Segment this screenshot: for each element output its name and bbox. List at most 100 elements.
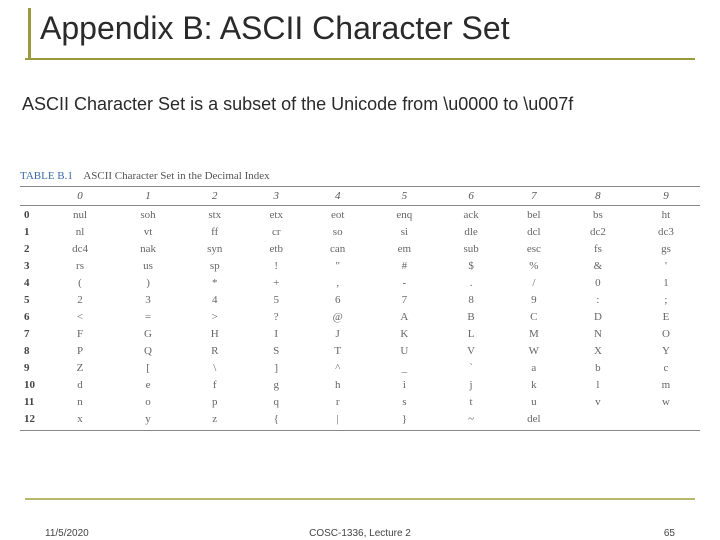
table-cell: 6 <box>305 291 370 308</box>
table-cell: . <box>438 274 503 291</box>
table-cell: us <box>114 257 182 274</box>
table-cell: sp <box>182 257 247 274</box>
table-cell: * <box>182 274 247 291</box>
title-accent-bar <box>28 8 31 58</box>
table-cell: rs <box>46 257 114 274</box>
table-cell: { <box>247 410 305 430</box>
table-cell: nl <box>46 223 114 240</box>
table-row: 3rsussp!"#$%&' <box>20 257 700 274</box>
table-cell: M <box>504 325 564 342</box>
table-row: 1nlvtffcrsosidledcldc2dc3 <box>20 223 700 240</box>
table-cell: > <box>182 308 247 325</box>
table-cell: $ <box>438 257 503 274</box>
row-index: 8 <box>20 342 46 359</box>
row-index: 6 <box>20 308 46 325</box>
table-col-header: 0 <box>46 187 114 206</box>
table-cell: j <box>438 376 503 393</box>
table-cell: = <box>114 308 182 325</box>
table-cell: v <box>564 393 632 410</box>
table-row: 11nopqrstuvw <box>20 393 700 410</box>
table-cell: etb <box>247 240 305 257</box>
table-cell: E <box>632 308 700 325</box>
table-cell: D <box>564 308 632 325</box>
table-cell: 9 <box>504 291 564 308</box>
table-cell: bel <box>504 206 564 224</box>
table-caption-text: ASCII Character Set in the Decimal Index <box>83 170 269 182</box>
table-cell: nul <box>46 206 114 224</box>
table-cell: s <box>370 393 438 410</box>
slide-title: Appendix B: ASCII Character Set <box>40 10 510 47</box>
table-col-header: 7 <box>504 187 564 206</box>
table-col-header: 9 <box>632 187 700 206</box>
table-body: 0nulsohstxetxeotenqackbelbsht1nlvtffcrso… <box>20 206 700 431</box>
table-row: 12xyz{|}~del <box>20 410 700 430</box>
row-index: 10 <box>20 376 46 393</box>
table-col-header: 6 <box>438 187 503 206</box>
table-cell: m <box>632 376 700 393</box>
table-cell: soh <box>114 206 182 224</box>
table-cell: X <box>564 342 632 359</box>
table-cell: 7 <box>370 291 438 308</box>
table-cell: S <box>247 342 305 359</box>
table-cell: f <box>182 376 247 393</box>
table-row: 10defghijklm <box>20 376 700 393</box>
footer-divider <box>25 498 695 500</box>
table-cell: G <box>114 325 182 342</box>
table-cell: ff <box>182 223 247 240</box>
table-cell: gs <box>632 240 700 257</box>
table-cell: enq <box>370 206 438 224</box>
table-cell: - <box>370 274 438 291</box>
row-index: 0 <box>20 206 46 224</box>
table-cell: 5 <box>247 291 305 308</box>
table-cell: a <box>504 359 564 376</box>
footer-page: 65 <box>664 528 675 539</box>
slide-subtitle: ASCII Character Set is a subset of the U… <box>22 92 702 116</box>
table-cell: H <box>182 325 247 342</box>
row-index: 7 <box>20 325 46 342</box>
table-cell: dc2 <box>564 223 632 240</box>
table-cell: N <box>564 325 632 342</box>
table-cell: # <box>370 257 438 274</box>
table-cell: e <box>114 376 182 393</box>
table-cell: @ <box>305 308 370 325</box>
table-cell: W <box>504 342 564 359</box>
table-cell: O <box>632 325 700 342</box>
table-cell: _ <box>370 359 438 376</box>
table-row: 4()*+,-./01 <box>20 274 700 291</box>
table-cell: b <box>564 359 632 376</box>
table-cell: ~ <box>438 410 503 430</box>
table-col-header: 1 <box>114 187 182 206</box>
ascii-table-wrap: TABLE B.1 ASCII Character Set in the Dec… <box>20 170 700 431</box>
table-cell: fs <box>564 240 632 257</box>
table-cell: 2 <box>46 291 114 308</box>
table-cell: + <box>247 274 305 291</box>
table-cell: U <box>370 342 438 359</box>
table-cell: K <box>370 325 438 342</box>
table-cell: vt <box>114 223 182 240</box>
table-cell: dc3 <box>632 223 700 240</box>
table-cell <box>632 410 700 430</box>
table-cell: dcl <box>504 223 564 240</box>
table-row: 0nulsohstxetxeotenqackbelbsht <box>20 206 700 224</box>
table-cell: ht <box>632 206 700 224</box>
table-cell: } <box>370 410 438 430</box>
table-cell: ? <box>247 308 305 325</box>
table-cell: Z <box>46 359 114 376</box>
row-index: 3 <box>20 257 46 274</box>
table-cell: ' <box>632 257 700 274</box>
table-cell: ] <box>247 359 305 376</box>
table-cell: i <box>370 376 438 393</box>
table-cell: F <box>46 325 114 342</box>
table-cell: p <box>182 393 247 410</box>
row-index: 2 <box>20 240 46 257</box>
table-cell: u <box>504 393 564 410</box>
table-cell: k <box>504 376 564 393</box>
table-row: 7FGHIJKLMNO <box>20 325 700 342</box>
table-cell: 8 <box>438 291 503 308</box>
table-cell: L <box>438 325 503 342</box>
row-index: 1 <box>20 223 46 240</box>
table-cell: cr <box>247 223 305 240</box>
table-cell: , <box>305 274 370 291</box>
table-cell: esc <box>504 240 564 257</box>
table-cell: dle <box>438 223 503 240</box>
